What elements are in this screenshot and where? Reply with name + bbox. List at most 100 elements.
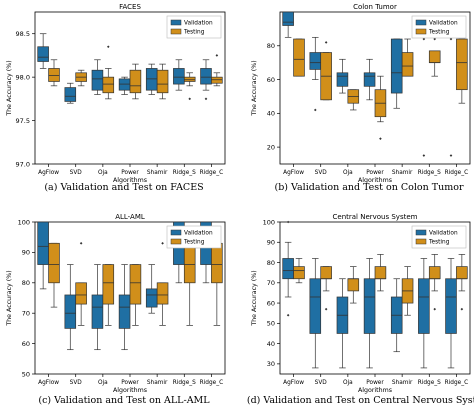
box-validation <box>64 264 77 351</box>
x-tick-label: Ridge_S <box>173 170 196 176</box>
box-testing <box>320 41 332 101</box>
x-tick-label: Shamir <box>392 170 413 176</box>
iqr-box <box>456 266 468 280</box>
iqr-box <box>363 72 376 87</box>
x-tick-label: SVD <box>315 380 328 386</box>
legend-label: Testing <box>428 30 450 36</box>
box-validation <box>173 59 185 91</box>
x-tick-label: Power <box>366 170 384 176</box>
x-tick-label: Power <box>121 380 139 386</box>
box-testing <box>156 241 169 326</box>
x-tick-label: Shamir <box>392 380 413 386</box>
legend-swatch <box>170 28 182 35</box>
box-validation <box>200 59 212 101</box>
iqr-box <box>91 294 104 329</box>
iqr-box <box>401 52 414 77</box>
x-tick-label: Power <box>121 170 139 176</box>
box-validation <box>282 220 294 317</box>
iqr-box <box>75 282 87 305</box>
iqr-box <box>363 278 376 334</box>
legend-label: Validation <box>429 21 458 27</box>
box-testing <box>183 72 196 101</box>
box-validation <box>145 63 158 95</box>
x-tick-label: Ridge_C <box>445 380 469 386</box>
box-testing <box>211 242 223 326</box>
box-validation <box>91 264 104 351</box>
y-tick-label: 70 <box>267 279 275 287</box>
box-testing <box>347 89 360 111</box>
iqr-box <box>129 69 142 94</box>
box-validation <box>445 258 457 369</box>
legend: Validation Testing <box>411 225 467 249</box>
iqr-box <box>64 87 77 102</box>
x-tick-label: Power <box>366 380 384 386</box>
x-tick-label: Ridge_C <box>200 380 224 386</box>
outlier-point <box>449 37 453 41</box>
box-testing <box>48 242 60 308</box>
y-tick-label: 80 <box>267 259 275 267</box>
x-tick-label: Ridge_C <box>200 170 224 176</box>
box-validation <box>64 82 77 104</box>
legend-label: Testing <box>183 240 205 246</box>
y-tick-label: 40 <box>267 340 275 348</box>
legend-swatch <box>415 19 427 26</box>
iqr-box <box>347 278 360 292</box>
x-axis-label: Algorithms <box>358 387 392 394</box>
legend-label: Validation <box>184 231 213 237</box>
y-tick-label: 100 <box>18 218 30 226</box>
iqr-box <box>37 221 49 265</box>
box-validation <box>336 278 349 369</box>
x-tick-label: SVD <box>315 170 328 176</box>
y-tick-label: 100 <box>263 218 275 226</box>
y-tick-label: 30 <box>267 360 275 368</box>
outlier-point <box>204 97 208 101</box>
y-tick-label: 80 <box>267 42 275 50</box>
chart-panel-4: Central Nervous System 30 40 50 60 70 80 90 100 T… <box>247 213 474 406</box>
outlier-point <box>324 307 328 311</box>
iqr-box <box>418 278 430 334</box>
outlier-point <box>422 37 426 41</box>
legend-swatch <box>170 229 182 236</box>
iqr-box <box>293 38 305 77</box>
box-validation <box>390 278 403 353</box>
legend: Validation Testing <box>166 15 222 39</box>
box-validation <box>336 58 349 94</box>
iqr-box <box>173 68 185 85</box>
outlier-point <box>433 307 437 311</box>
x-tick-label: Shamir <box>147 170 168 176</box>
x-tick-label: Oja <box>343 170 353 176</box>
box-testing <box>293 258 305 284</box>
x-axis-label: Algorithms <box>113 387 147 394</box>
y-tick-label: 97.5 <box>16 117 30 125</box>
box-validation <box>37 221 49 290</box>
box-testing <box>183 242 196 326</box>
outlier-point <box>79 241 83 245</box>
legend-label: Testing <box>428 240 450 246</box>
outlier-point <box>449 154 453 157</box>
y-tick-label: 40 <box>267 110 275 118</box>
x-tick-label: Oja <box>98 170 108 176</box>
y-tick-label: 60 <box>267 299 275 307</box>
iqr-box <box>48 242 60 284</box>
box-testing <box>401 266 414 316</box>
x-axis-label: Algorithms <box>358 177 392 184</box>
legend: Validation Testing <box>411 15 467 39</box>
outlier-point <box>313 108 317 112</box>
figure-caption: (c) Validation and Test on ALL-AML <box>38 395 210 406</box>
y-tick-label: 90 <box>267 239 275 247</box>
box-validation <box>363 258 376 369</box>
iqr-box <box>118 78 131 91</box>
box-validation <box>390 38 403 109</box>
iqr-box <box>293 266 305 280</box>
legend-label: Validation <box>429 231 458 237</box>
legend-label: Validation <box>184 21 213 27</box>
iqr-box <box>37 46 49 62</box>
box-testing <box>75 69 87 87</box>
y-tick-label: 60 <box>267 76 275 84</box>
box-validation <box>363 58 376 101</box>
iqr-box <box>282 258 294 280</box>
y-axis-label: The Accuracy (%) <box>6 270 13 326</box>
box-testing <box>211 54 223 87</box>
iqr-box <box>309 278 322 334</box>
iqr-box <box>145 288 158 308</box>
